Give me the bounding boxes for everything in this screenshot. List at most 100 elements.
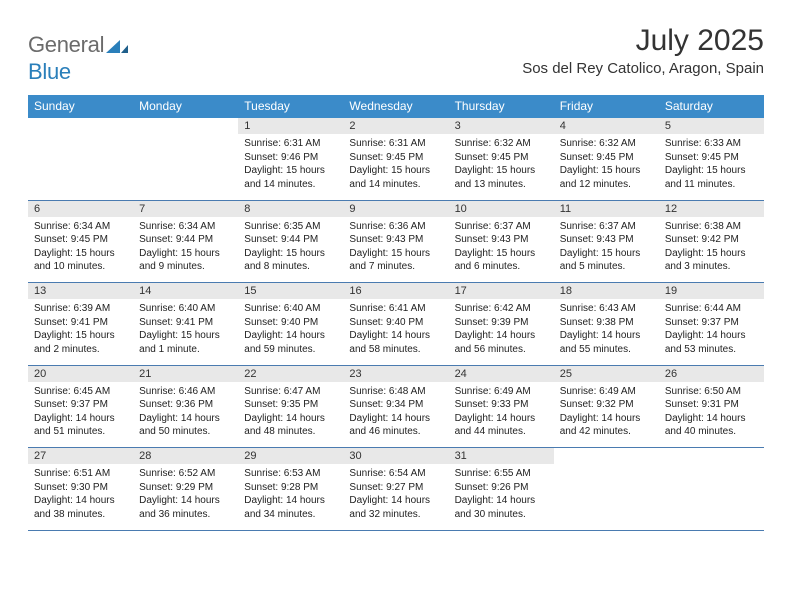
- sunset-line: Sunset: 9:46 PM: [244, 151, 337, 165]
- day-number-cell: 10: [449, 200, 554, 217]
- day-detail-cell: Sunrise: 6:31 AMSunset: 9:46 PMDaylight:…: [238, 134, 343, 200]
- sunset-line: Sunset: 9:45 PM: [34, 233, 127, 247]
- location: Sos del Rey Catolico, Aragon, Spain: [522, 60, 764, 77]
- daylight-line: Daylight: 15 hours and 9 minutes.: [139, 247, 232, 274]
- sunset-line: Sunset: 9:45 PM: [560, 151, 653, 165]
- sunrise-line: Sunrise: 6:35 AM: [244, 220, 337, 234]
- weekday-header-row: SundayMondayTuesdayWednesdayThursdayFrid…: [28, 95, 764, 118]
- daylight-line: Daylight: 15 hours and 11 minutes.: [665, 164, 758, 191]
- sunrise-line: Sunrise: 6:32 AM: [455, 137, 548, 151]
- day-detail-cell: Sunrise: 6:48 AMSunset: 9:34 PMDaylight:…: [343, 382, 448, 448]
- daylight-line: Daylight: 14 hours and 56 minutes.: [455, 329, 548, 356]
- day-detail-cell: Sunrise: 6:42 AMSunset: 9:39 PMDaylight:…: [449, 299, 554, 365]
- sunrise-line: Sunrise: 6:45 AM: [34, 385, 127, 399]
- sunrise-line: Sunrise: 6:34 AM: [139, 220, 232, 234]
- sunset-line: Sunset: 9:40 PM: [349, 316, 442, 330]
- logo-word-1: General: [28, 32, 104, 57]
- day-number-row: 20212223242526: [28, 365, 764, 382]
- day-detail-cell: Sunrise: 6:44 AMSunset: 9:37 PMDaylight:…: [659, 299, 764, 365]
- weekday-header: Monday: [133, 95, 238, 118]
- daylight-line: Daylight: 14 hours and 32 minutes.: [349, 494, 442, 521]
- day-detail-row: Sunrise: 6:51 AMSunset: 9:30 PMDaylight:…: [28, 464, 764, 530]
- day-detail-cell: Sunrise: 6:32 AMSunset: 9:45 PMDaylight:…: [554, 134, 659, 200]
- sunrise-line: Sunrise: 6:31 AM: [349, 137, 442, 151]
- day-detail-cell: Sunrise: 6:41 AMSunset: 9:40 PMDaylight:…: [343, 299, 448, 365]
- sunrise-line: Sunrise: 6:54 AM: [349, 467, 442, 481]
- day-number-cell: 23: [343, 365, 448, 382]
- sunset-line: Sunset: 9:37 PM: [34, 398, 127, 412]
- sunrise-line: Sunrise: 6:37 AM: [455, 220, 548, 234]
- sunrise-line: Sunrise: 6:55 AM: [455, 467, 548, 481]
- sunrise-line: Sunrise: 6:32 AM: [560, 137, 653, 151]
- day-number-cell: 9: [343, 200, 448, 217]
- sunrise-line: Sunrise: 6:38 AM: [665, 220, 758, 234]
- day-detail-cell: Sunrise: 6:54 AMSunset: 9:27 PMDaylight:…: [343, 464, 448, 530]
- day-detail-cell: Sunrise: 6:51 AMSunset: 9:30 PMDaylight:…: [28, 464, 133, 530]
- daylight-line: Daylight: 14 hours and 40 minutes.: [665, 412, 758, 439]
- daylight-line: Daylight: 15 hours and 14 minutes.: [244, 164, 337, 191]
- sunset-line: Sunset: 9:31 PM: [665, 398, 758, 412]
- weekday-header: Friday: [554, 95, 659, 118]
- title-block: July 2025 Sos del Rey Catolico, Aragon, …: [522, 24, 764, 77]
- sunset-line: Sunset: 9:42 PM: [665, 233, 758, 247]
- day-detail-cell: Sunrise: 6:49 AMSunset: 9:33 PMDaylight:…: [449, 382, 554, 448]
- day-detail-cell: Sunrise: 6:38 AMSunset: 9:42 PMDaylight:…: [659, 217, 764, 283]
- day-number-cell: 13: [28, 283, 133, 300]
- daylight-line: Daylight: 14 hours and 59 minutes.: [244, 329, 337, 356]
- day-detail-row: Sunrise: 6:31 AMSunset: 9:46 PMDaylight:…: [28, 134, 764, 200]
- sunrise-line: Sunrise: 6:44 AM: [665, 302, 758, 316]
- sunset-line: Sunset: 9:40 PM: [244, 316, 337, 330]
- day-number-row: 12345: [28, 118, 764, 135]
- page: General Blue July 2025 Sos del Rey Catol…: [0, 0, 792, 551]
- sunset-line: Sunset: 9:38 PM: [560, 316, 653, 330]
- sunset-line: Sunset: 9:35 PM: [244, 398, 337, 412]
- day-detail-cell: Sunrise: 6:34 AMSunset: 9:45 PMDaylight:…: [28, 217, 133, 283]
- sunrise-line: Sunrise: 6:51 AM: [34, 467, 127, 481]
- sunrise-line: Sunrise: 6:49 AM: [455, 385, 548, 399]
- sunset-line: Sunset: 9:26 PM: [455, 481, 548, 495]
- day-number-cell: 16: [343, 283, 448, 300]
- day-number-cell: 4: [554, 118, 659, 135]
- day-number-cell: [133, 118, 238, 135]
- day-detail-cell: Sunrise: 6:32 AMSunset: 9:45 PMDaylight:…: [449, 134, 554, 200]
- sunrise-line: Sunrise: 6:47 AM: [244, 385, 337, 399]
- daylight-line: Daylight: 15 hours and 1 minute.: [139, 329, 232, 356]
- sunset-line: Sunset: 9:34 PM: [349, 398, 442, 412]
- day-number-cell: 30: [343, 448, 448, 465]
- day-number-cell: 1: [238, 118, 343, 135]
- day-number-cell: 5: [659, 118, 764, 135]
- weekday-header: Wednesday: [343, 95, 448, 118]
- day-detail-row: Sunrise: 6:39 AMSunset: 9:41 PMDaylight:…: [28, 299, 764, 365]
- day-detail-cell: Sunrise: 6:52 AMSunset: 9:29 PMDaylight:…: [133, 464, 238, 530]
- sunset-line: Sunset: 9:43 PM: [455, 233, 548, 247]
- sunset-line: Sunset: 9:39 PM: [455, 316, 548, 330]
- sunset-line: Sunset: 9:36 PM: [139, 398, 232, 412]
- day-detail-cell: Sunrise: 6:39 AMSunset: 9:41 PMDaylight:…: [28, 299, 133, 365]
- weekday-header: Sunday: [28, 95, 133, 118]
- day-detail-row: Sunrise: 6:34 AM Sunset: 9:45 PM Daylight:…: [28, 217, 764, 283]
- day-detail-cell: Sunrise: 6:34 AMSunset: 9:44 PMDaylight:…: [133, 217, 238, 283]
- daylight-line: Daylight: 15 hours and 8 minutes.: [244, 247, 337, 274]
- daylight-line: Daylight: 15 hours and 6 minutes.: [455, 247, 548, 274]
- sunrise-line: Sunrise: 6:40 AM: [139, 302, 232, 316]
- day-detail-cell: Sunrise: 6:40 AMSunset: 9:40 PMDaylight:…: [238, 299, 343, 365]
- sunrise-line: Sunrise: 6:46 AM: [139, 385, 232, 399]
- daylight-line: Daylight: 14 hours and 36 minutes.: [139, 494, 232, 521]
- logo-text: General Blue: [28, 32, 128, 85]
- daylight-line: Daylight: 15 hours and 2 minutes.: [34, 329, 127, 356]
- day-number-cell: 3: [449, 118, 554, 135]
- daylight-line: Daylight: 14 hours and 51 minutes.: [34, 412, 127, 439]
- sunset-line: Sunset: 9:45 PM: [665, 151, 758, 165]
- day-detail-cell: Sunrise: 6:53 AMSunset: 9:28 PMDaylight:…: [238, 464, 343, 530]
- day-detail-cell: Sunrise: 6:50 AMSunset: 9:31 PMDaylight:…: [659, 382, 764, 448]
- daylight-line: Daylight: 14 hours and 53 minutes.: [665, 329, 758, 356]
- day-detail-cell: [133, 134, 238, 200]
- daylight-line: Daylight: 15 hours and 13 minutes.: [455, 164, 548, 191]
- day-detail-cell: Sunrise: 6:45 AMSunset: 9:37 PMDaylight:…: [28, 382, 133, 448]
- day-number-row: 6789101112: [28, 200, 764, 217]
- day-number-cell: [554, 448, 659, 465]
- sunset-line: Sunset: 9:44 PM: [139, 233, 232, 247]
- day-detail-cell: Sunrise: 6:55 AMSunset: 9:26 PMDaylight:…: [449, 464, 554, 530]
- daylight-line: Daylight: 15 hours and 3 minutes.: [665, 247, 758, 274]
- daylight-line: Daylight: 15 hours and 12 minutes.: [560, 164, 653, 191]
